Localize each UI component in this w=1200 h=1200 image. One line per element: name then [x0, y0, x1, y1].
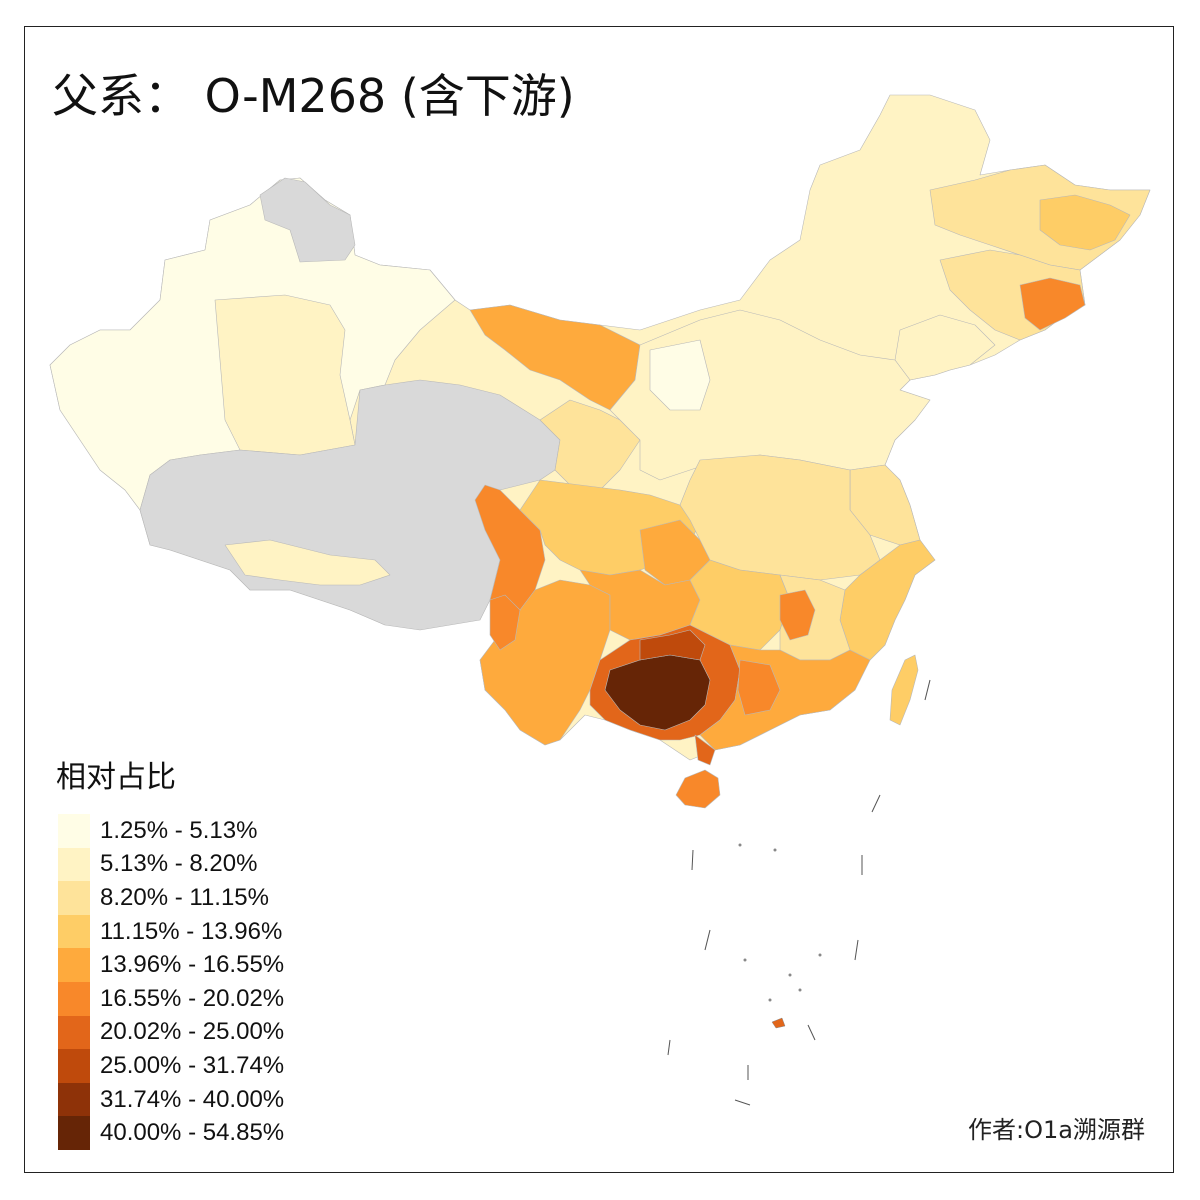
legend-swatch [58, 981, 90, 1016]
legend-item: 1.25% - 5.13% [58, 814, 284, 848]
legend-label: 1.25% - 5.13% [100, 816, 258, 844]
legend-swatch [58, 847, 90, 882]
legend-label: 11.15% - 13.96% [100, 917, 283, 945]
legend-label: 5.13% - 8.20% [100, 850, 258, 878]
gansu-region [539, 399, 641, 491]
legend-item: 13.96% - 16.55% [58, 948, 284, 982]
legend-label: 31.74% - 40.00% [100, 1085, 285, 1113]
heilongjiang-east-region [1039, 194, 1131, 251]
xinjiang-central-region [214, 294, 356, 456]
taiwan-region [889, 654, 919, 726]
island-dot [773, 848, 777, 852]
legend-item: 16.55% - 20.02% [58, 981, 285, 1016]
hunan-region [689, 559, 791, 651]
island-mark-10 [807, 1024, 816, 1041]
legend-label: 40.00% - 54.85% [100, 1119, 285, 1147]
legend-label: 20.02% - 25.00% [100, 1018, 285, 1046]
island-dot [768, 998, 772, 1002]
legend: 相对占比 1.25% - 5.13% 5.13% - 8.20% 8.20% - 1… [56, 752, 284, 1150]
legend-swatch [58, 1082, 90, 1117]
legend-swatch [58, 814, 90, 848]
leizhou-region [694, 734, 716, 766]
guangdong-west-region [737, 659, 781, 716]
legend-swatch [58, 948, 90, 982]
island-mark-2 [871, 794, 881, 813]
no-data-region-north [259, 177, 356, 263]
island-mark-1 [924, 679, 931, 701]
island-dot [738, 843, 742, 847]
island-dot [788, 973, 792, 977]
legend-label: 13.96% - 16.55% [100, 951, 285, 979]
legend-rows: 1.25% - 5.13% 5.13% - 8.20% 8.20% - 11.15%… [58, 814, 284, 1150]
legend-item: 8.20% - 11.15% [58, 881, 284, 915]
legend-item: 11.15% - 13.96% [58, 914, 284, 949]
tibet-south-strip [224, 539, 391, 586]
shaanxi-north-region [649, 339, 711, 411]
island-dot [798, 988, 802, 992]
author-credit: 作者:O1a溯源群 [968, 1116, 1145, 1144]
legend-item: 40.00% - 54.85% [58, 1116, 284, 1150]
legend-label: 8.20% - 11.15% [100, 883, 269, 911]
legend-item: 20.02% - 25.00% [58, 1015, 285, 1050]
legend-swatch [58, 914, 90, 949]
island-mark-6 [854, 939, 859, 961]
island-dot [818, 953, 822, 957]
legend-title: 相对占比 [56, 760, 176, 795]
yunnan-west-region [489, 594, 521, 651]
island-mark-9 [734, 1099, 751, 1106]
island-mark-3 [691, 849, 694, 871]
legend-swatch [58, 1015, 90, 1050]
jiangxi-orange-region [779, 589, 816, 641]
legend-label: 16.55% - 20.02% [100, 984, 285, 1012]
map-title: 父系： O-M268 (含下游) [52, 69, 575, 123]
legend-label: 25.00% - 31.74% [100, 1051, 285, 1079]
island-orange [771, 1017, 786, 1029]
hainan-region [675, 769, 721, 809]
legend-swatch [58, 881, 90, 915]
legend-item: 25.00% - 31.74% [58, 1049, 284, 1083]
legend-item: 5.13% - 8.20% [58, 847, 284, 882]
guangxi-north-region [639, 629, 706, 661]
legend-swatch [58, 1116, 90, 1150]
island-mark-5 [704, 929, 711, 951]
island-dot [743, 958, 747, 962]
legend-item: 31.74% - 40.00% [58, 1082, 285, 1117]
legend-swatch [58, 1049, 90, 1083]
island-mark-7 [667, 1039, 671, 1056]
yanbian-region [1019, 277, 1086, 331]
